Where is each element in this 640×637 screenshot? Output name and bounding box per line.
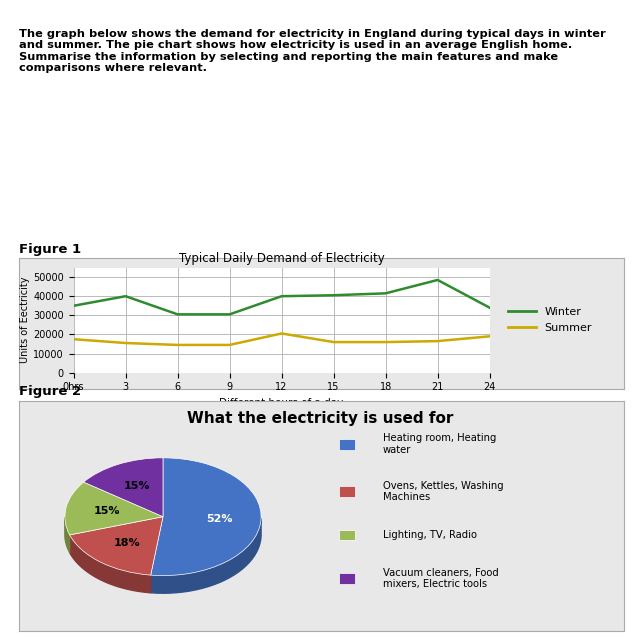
Text: 52%: 52% [207,514,233,524]
Polygon shape [65,517,70,552]
FancyBboxPatch shape [339,486,355,497]
Text: Ovens, Kettles, Washing
Machines: Ovens, Kettles, Washing Machines [383,481,504,503]
Title: Typical Daily Demand of Electricity: Typical Daily Demand of Electricity [179,252,385,265]
Text: 15%: 15% [93,506,120,517]
Text: The graph below shows the demand for electricity in England during typical days : The graph below shows the demand for ele… [19,29,606,73]
Polygon shape [70,535,150,593]
FancyBboxPatch shape [339,573,355,584]
X-axis label: Different hours of a day: Different hours of a day [220,398,344,408]
Text: What the electricity is used for: What the electricity is used for [187,411,453,426]
FancyBboxPatch shape [339,439,355,450]
Text: Heating room, Heating
water: Heating room, Heating water [383,433,496,455]
Text: 18%: 18% [113,538,140,548]
Wedge shape [150,458,261,576]
Wedge shape [84,458,163,517]
FancyBboxPatch shape [339,529,355,540]
Wedge shape [65,482,163,535]
Polygon shape [150,519,261,593]
Text: 15%: 15% [124,482,150,491]
Text: Lighting, TV, Radio: Lighting, TV, Radio [383,530,477,540]
Wedge shape [70,517,163,575]
Text: Figure 1: Figure 1 [19,243,81,256]
Legend: Winter, Summer: Winter, Summer [504,303,596,338]
Text: Figure 2: Figure 2 [19,385,81,398]
Y-axis label: Units of Eectricity: Units of Eectricity [20,277,30,363]
Text: Vacuum cleaners, Food
mixers, Electric tools: Vacuum cleaners, Food mixers, Electric t… [383,568,499,589]
